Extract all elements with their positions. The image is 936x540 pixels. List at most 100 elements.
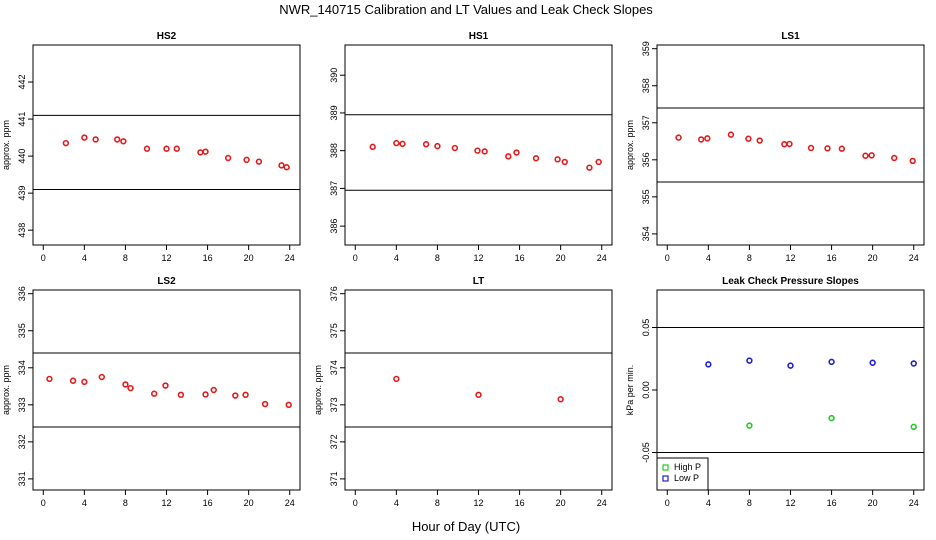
- panel-title: LS2: [157, 276, 176, 287]
- data-point: [197, 149, 204, 156]
- chart-panel-3: LS2 approx. ppm 0 4 8 12 16 20 24 331 332 333 334 335…: [1, 276, 301, 508]
- data-point: [451, 144, 459, 152]
- data-point: [62, 139, 70, 147]
- x-tick-label: 12: [161, 498, 171, 508]
- data-point: [807, 144, 815, 152]
- y-axis-label: approx. ppm: [1, 365, 11, 415]
- data-point: [143, 145, 151, 152]
- data-point: [746, 357, 753, 364]
- x-tick-label: 4: [706, 253, 711, 263]
- data-point: [824, 145, 831, 152]
- data-point: [81, 134, 88, 141]
- x-tick-label: 0: [41, 253, 46, 263]
- x-tick-label: 8: [123, 498, 128, 508]
- data-point: [532, 155, 540, 162]
- data-point: [399, 140, 406, 148]
- plot-frame: [344, 289, 613, 491]
- x-tick-label: 0: [353, 498, 358, 508]
- data-point: [393, 139, 400, 147]
- data-point: [675, 134, 682, 141]
- data-point: [868, 152, 875, 159]
- figure-title: NWR_140715 Calibration and LT Values and…: [279, 2, 653, 17]
- x-tick-label: 16: [515, 498, 525, 508]
- plot-frame: [32, 289, 301, 491]
- x-tick-label: 8: [747, 253, 752, 263]
- data-point: [828, 414, 835, 422]
- data-point: [513, 149, 520, 156]
- y-axis-label: approx. ppm: [313, 365, 323, 415]
- x-tick-label: 24: [597, 253, 607, 263]
- y-tick-label: 388: [329, 143, 339, 158]
- legend-label: High P: [674, 462, 701, 472]
- data-point: [910, 360, 917, 367]
- y-tick-label: 387: [329, 181, 339, 196]
- data-point: [210, 386, 217, 394]
- data-point: [557, 396, 564, 403]
- data-point: [98, 373, 106, 381]
- chart-panel-0: HS2 approx. ppm 0 4 8 12 16 20 24 438 439 440 441 442: [1, 31, 301, 263]
- y-tick-label: 373: [329, 397, 339, 412]
- y-tick-label: 375: [329, 323, 339, 338]
- data-point: [69, 377, 77, 384]
- data-point: [242, 391, 249, 399]
- data-point: [781, 141, 788, 148]
- data-point: [862, 152, 869, 159]
- data-point: [786, 140, 793, 148]
- data-point: [163, 145, 170, 152]
- data-point: [475, 391, 482, 399]
- y-tick-label: 0.00: [641, 381, 651, 399]
- data-point: [162, 382, 169, 389]
- x-tick-label: 8: [435, 498, 440, 508]
- data-point: [173, 145, 180, 152]
- y-tick-label: 0.05: [641, 319, 651, 337]
- data-point: [705, 361, 712, 368]
- x-tick-label: 4: [82, 498, 87, 508]
- data-point: [127, 384, 134, 392]
- data-point: [756, 137, 763, 144]
- x-tick-label: 8: [747, 498, 752, 508]
- y-tick-label: 333: [17, 397, 27, 412]
- x-tick-label: 20: [244, 498, 254, 508]
- y-tick-label: 356: [641, 152, 651, 167]
- chart-panel-1: HS1 0 4 8 12 16 20 24 386 387 388 389 390: [329, 31, 613, 263]
- y-tick-label: 334: [17, 360, 27, 375]
- x-tick-label: 20: [868, 498, 878, 508]
- x-tick-label: 24: [285, 498, 295, 508]
- y-axis-label: approx. ppm: [1, 120, 11, 170]
- x-tick-label: 0: [41, 498, 46, 508]
- data-point: [554, 156, 561, 163]
- y-tick-label: 371: [329, 471, 339, 486]
- data-point: [828, 358, 835, 366]
- x-tick-label: 12: [473, 253, 483, 263]
- x-tick-label: 24: [909, 253, 919, 263]
- legend-label: Low P: [674, 473, 699, 483]
- x-tick-label: 0: [665, 253, 670, 263]
- data-point: [278, 162, 285, 169]
- y-tick-label: 441: [17, 112, 27, 127]
- data-point: [909, 157, 916, 165]
- y-tick-label: 386: [329, 219, 339, 234]
- y-axis-label: approx. ppm: [625, 120, 635, 170]
- y-tick-label: 331: [17, 471, 27, 486]
- x-tick-label: 20: [244, 253, 254, 263]
- y-axis-label: kPa per min.: [625, 365, 635, 416]
- x-tick-label: 24: [285, 253, 295, 263]
- y-tick-label: 372: [329, 434, 339, 449]
- panel-title: Leak Check Pressure Slopes: [722, 276, 859, 287]
- figure-xlabel: Hour of Day (UTC): [412, 519, 520, 534]
- data-point: [150, 390, 158, 397]
- data-point: [787, 362, 794, 369]
- data-point: [92, 136, 99, 143]
- data-point: [474, 147, 481, 154]
- legend-marker: [662, 464, 669, 471]
- y-tick-label: 438: [17, 223, 27, 238]
- data-point: [422, 141, 430, 148]
- data-point: [393, 375, 400, 383]
- data-point: [202, 148, 209, 155]
- x-tick-label: 4: [394, 498, 399, 508]
- x-tick-label: 20: [868, 253, 878, 263]
- x-tick-label: 4: [394, 253, 399, 263]
- y-tick-label: 336: [17, 286, 27, 301]
- data-point: [869, 359, 876, 366]
- x-tick-label: 8: [435, 253, 440, 263]
